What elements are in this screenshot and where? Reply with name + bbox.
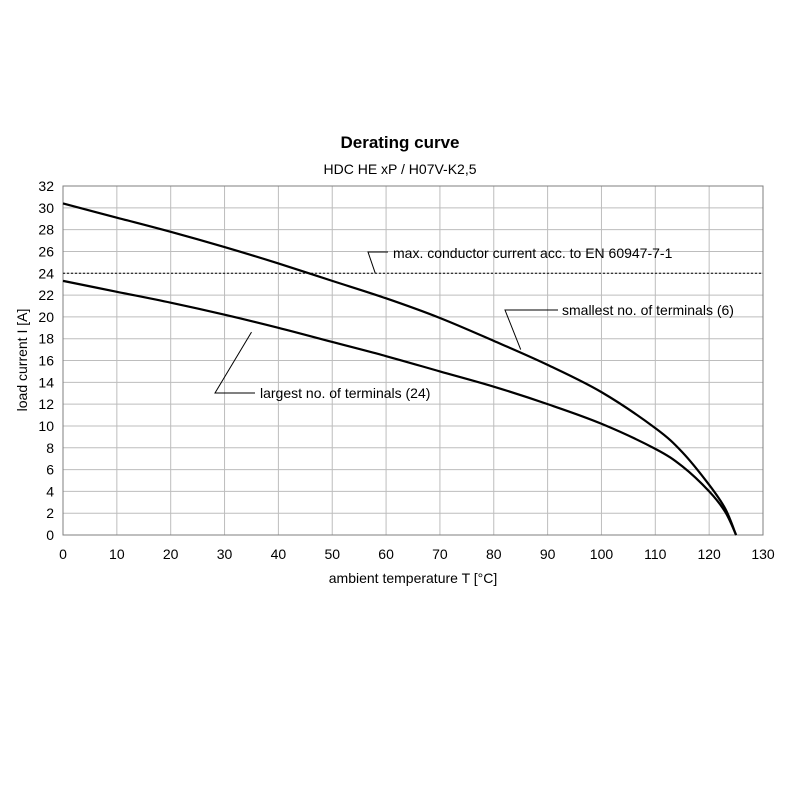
y-tick-label: 32	[38, 178, 54, 194]
annotation-leader-max-current	[367, 251, 388, 274]
x-tick-label: 40	[271, 546, 287, 562]
series-line-largest-terminals	[62, 279, 738, 536]
x-tick-label: 100	[590, 546, 614, 562]
y-tick-label: 22	[38, 287, 54, 303]
y-tick-label: 6	[46, 462, 54, 478]
annotation-leader-smallest-terminals	[504, 309, 558, 350]
series-line-smallest-terminals	[62, 202, 738, 536]
y-tick-label: 28	[38, 222, 54, 238]
chart-title: Derating curve	[340, 133, 459, 152]
y-tick-label: 8	[46, 440, 54, 456]
y-tick-label: 4	[46, 483, 54, 499]
x-tick-label: 120	[697, 546, 721, 562]
y-tick-label: 12	[38, 396, 54, 412]
chart-subtitle: HDC HE xP / H07V-K2,5	[323, 161, 476, 177]
annotation-smallest-terminals: smallest no. of terminals (6)	[562, 302, 734, 318]
y-tick-label: 30	[38, 200, 54, 216]
y-tick-label: 10	[38, 418, 54, 434]
x-tick-label: 50	[324, 546, 340, 562]
x-tick-label: 10	[109, 546, 125, 562]
y-tick-label: 18	[38, 331, 54, 347]
annotation-leader-largest-terminals	[214, 331, 255, 394]
y-tick-label: 26	[38, 243, 54, 259]
x-axis-ticks: 0 10 20 30 40 50 60 70 80 90 100 110 120 130	[59, 546, 775, 562]
x-tick-label: 70	[432, 546, 448, 562]
annotation-largest-terminals: largest no. of terminals (24)	[260, 385, 430, 401]
y-tick-label: 0	[46, 527, 54, 543]
y-tick-label: 2	[46, 505, 54, 521]
y-tick-label: 24	[38, 265, 54, 281]
x-tick-label: 110	[644, 546, 667, 562]
y-tick-label: 16	[38, 353, 54, 369]
plot-frame	[62, 185, 764, 536]
x-tick-label: 90	[540, 546, 556, 562]
x-tick-label: 60	[378, 546, 394, 562]
x-tick-label: 0	[59, 546, 67, 562]
y-tick-label: 20	[38, 309, 54, 325]
x-tick-label: 80	[486, 546, 502, 562]
x-tick-label: 30	[217, 546, 233, 562]
x-tick-label: 20	[163, 546, 179, 562]
y-tick-label: 14	[38, 374, 54, 390]
y-axis-label: load current I [A]	[14, 309, 30, 412]
annotation-max-current: max. conductor current acc. to EN 60947-…	[393, 245, 673, 261]
x-axis-label: ambient temperature T [°C]	[329, 570, 498, 586]
x-tick-label: 130	[751, 546, 775, 562]
grid	[62, 185, 764, 536]
